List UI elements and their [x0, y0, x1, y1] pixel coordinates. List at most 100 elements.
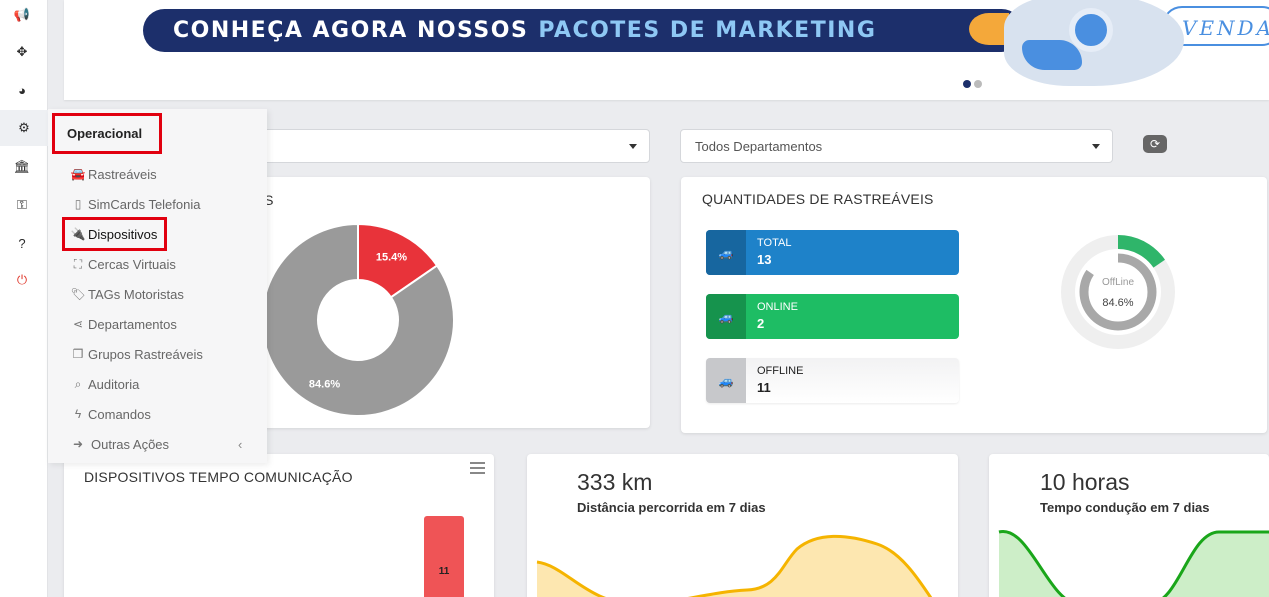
distance-value: 333 km	[577, 469, 653, 495]
key-icon[interactable]: ⚿	[17, 197, 27, 212]
car-icon: 🚘	[70, 167, 86, 181]
gauge-offline-arc	[1079, 253, 1157, 331]
marketing-banner[interactable]: CONHEÇA AGORA NOSSOS PACOTES DE MARKETIN…	[143, 9, 1023, 52]
cubes-icon: ❒	[72, 347, 84, 361]
carousel-dot[interactable]	[974, 80, 982, 88]
distance-sparkline	[536, 534, 933, 597]
menu-item-cercas[interactable]: ⛶ Cercas Virtuais	[68, 255, 176, 273]
tags-icon: 🏷	[70, 287, 86, 301]
carousel-dots	[963, 80, 982, 88]
sparkline-line	[998, 530, 1269, 597]
department-select-value: Todos Departamentos	[695, 139, 823, 154]
bullhorn-icon[interactable]: 📢	[13, 7, 31, 22]
menu-item-label: Auditoria	[88, 376, 140, 392]
menu-item-label: TAGs Motoristas	[88, 286, 184, 302]
offline-stat[interactable]: 🚙 OFFLINE 11	[706, 358, 959, 403]
rocket-flame	[969, 13, 1009, 45]
driving-value: 10 horas	[1040, 469, 1130, 495]
audit-icon: ⌕	[74, 376, 82, 391]
donut-chart: 15.4% 84.6%	[261, 222, 455, 417]
power-icon[interactable]: ⏻	[16, 272, 28, 287]
card-title: DISPOSITIVOS TEMPO COMUNICAÇÃO	[84, 469, 353, 485]
refresh-icon: ⟳	[1149, 137, 1161, 151]
menu-item-label: Cercas Virtuais	[88, 256, 176, 272]
gauge-value: 84.6%	[1102, 297, 1133, 309]
crosshair-icon[interactable]: ✥	[16, 44, 28, 59]
status-pie-card: IS 15.4%84.6%	[200, 177, 650, 428]
pie-slice-label: 84.6%	[309, 379, 340, 391]
online-label: ONLINE	[757, 301, 798, 313]
carousel-dot-active[interactable]	[963, 80, 971, 88]
chevron-left-icon: ‹	[238, 436, 243, 452]
chevron-down-icon	[1092, 144, 1100, 149]
operational-flyout-menu: Operacional 🚘 Rastreáveis ▯ SimCards Telef…	[48, 109, 267, 463]
menu-item-label: Departamentos	[88, 316, 177, 332]
offline-label: OFFLINE	[757, 365, 804, 377]
driving-sparkline	[998, 530, 1269, 597]
rocket-fin	[1022, 40, 1082, 70]
driving-label: Tempo condução em 7 dias	[1040, 500, 1210, 515]
rocket-window	[1069, 8, 1113, 52]
pie-chart-icon[interactable]: ◕	[18, 82, 26, 98]
refresh-button[interactable]: ⟳	[1143, 135, 1167, 153]
total-label: TOTAL	[757, 237, 792, 249]
menu-item-rastreaveis[interactable]: 🚘 Rastreáveis	[68, 165, 157, 183]
distance-label: Distância percorrida em 7 dias	[577, 500, 766, 515]
menu-item-tags[interactable]: 🏷 TAGs Motoristas	[68, 285, 184, 303]
quantities-card: QUANTIDADES DE RASTREÁVEIS 🚙 TOTAL 13 🚙 O…	[681, 177, 1267, 433]
banner-carousel: CONHEÇA AGORA NOSSOS PACOTES DE MARKETIN…	[64, 0, 1269, 100]
chevron-down-icon	[629, 144, 637, 149]
client-select[interactable]	[200, 129, 650, 163]
pie-slice-offline[interactable]	[261, 222, 455, 417]
offline-value: 11	[757, 380, 771, 395]
sparkline-area	[999, 531, 1269, 597]
menu-item-dispositivos[interactable]: 🔌 Dispositivos	[62, 217, 167, 251]
comm-bar: 11	[424, 516, 464, 597]
menu-item-outras[interactable]: ➜ Outras Ações ‹	[68, 435, 242, 453]
total-stat[interactable]: 🚙 TOTAL 13	[706, 230, 959, 275]
question-icon[interactable]: ?	[18, 235, 26, 251]
mobile-icon: ▯	[74, 197, 82, 211]
menu-item-label: Comandos	[88, 406, 151, 422]
pie-slice-label: 15.4%	[376, 251, 407, 263]
icon-rail: 📢 ✥ ◕ ⚙ 🏛 ⚿ ? ⏻	[0, 0, 48, 597]
menu-header[interactable]: Operacional	[52, 113, 162, 154]
sparkline-line	[536, 534, 933, 597]
share-icon: ⋖	[72, 317, 84, 331]
gauge-label: OffLine	[1102, 277, 1134, 288]
driving-card: 10 horas Tempo condução em 7 dias	[989, 454, 1269, 597]
menu-item-label: Dispositivos	[88, 226, 158, 242]
sparkline-area	[537, 536, 931, 597]
menu-item-grupos[interactable]: ❒ Grupos Rastreáveis	[68, 345, 203, 363]
department-select[interactable]: Todos Departamentos	[680, 129, 1113, 163]
online-value: 2	[757, 316, 765, 331]
communication-card: DISPOSITIVOS TEMPO COMUNICAÇÃO 11	[64, 454, 494, 597]
gears-icon[interactable]: ⚙	[0, 110, 48, 146]
car-icon: 🚙	[706, 230, 746, 275]
menu-item-label: SimCards Telefonia	[88, 196, 201, 212]
banner-highlight: PACOTES DE MARKETING	[538, 18, 877, 43]
menu-item-comandos[interactable]: ϟ Comandos	[68, 405, 151, 423]
chart-menu-button[interactable]	[470, 462, 485, 477]
arrow-circle-icon: ➜	[72, 437, 84, 451]
menu-item-auditoria[interactable]: ⌕ Auditoria	[68, 375, 140, 393]
car-icon: 🚙	[706, 294, 746, 339]
bolt-icon: ϟ	[74, 407, 82, 421]
fence-icon: ⛶	[73, 256, 83, 271]
distance-card: 333 km Distância percorrida em 7 dias	[527, 454, 958, 597]
menu-item-label: Grupos Rastreáveis	[88, 346, 203, 362]
offline-gauge: OffLine 84.6%	[1061, 235, 1175, 349]
menu-item-label: Outras Ações	[91, 436, 170, 452]
gauge-online-arc	[1061, 235, 1175, 349]
plug-icon: 🔌	[70, 227, 86, 241]
car-icon: 🚙	[706, 358, 746, 403]
online-stat[interactable]: 🚙 ONLINE 2	[706, 294, 959, 339]
menu-item-simcards[interactable]: ▯ SimCards Telefonia	[68, 195, 201, 213]
card-title: QUANTIDADES DE RASTREÁVEIS	[702, 191, 934, 207]
banner-text: CONHEÇA AGORA NOSSOS	[173, 18, 529, 43]
bank-icon[interactable]: 🏛	[13, 159, 31, 174]
menu-item-departamentos[interactable]: ⋖ Departamentos	[68, 315, 177, 333]
comm-bar-label: 11	[438, 566, 450, 577]
menu-item-label: Rastreáveis	[88, 166, 157, 182]
total-value: 13	[757, 252, 772, 267]
